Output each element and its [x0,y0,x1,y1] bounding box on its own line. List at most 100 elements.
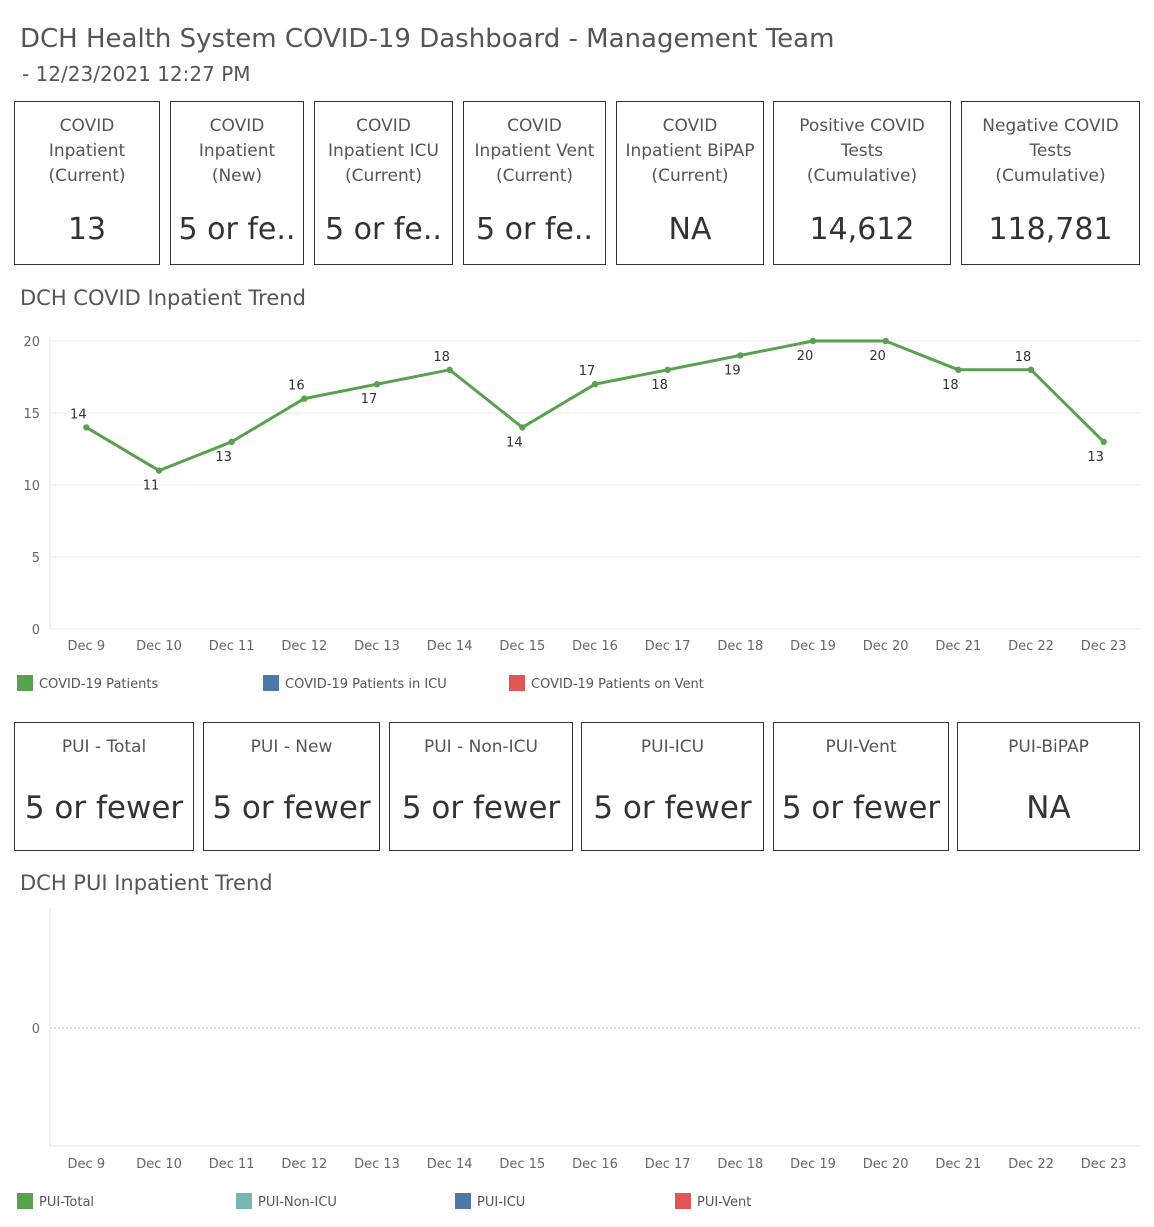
pui-kpi-card: PUI - New 5 or fewer [203,722,380,851]
data-point [591,381,599,388]
x-tick-label: Dec 19 [790,1157,836,1172]
data-point [809,337,817,345]
data-point [1100,438,1107,445]
x-tick-label: Dec 13 [354,639,400,654]
kpi-label: COVID Inpatient Vent (Current) [474,116,595,186]
legend-item: PUI-Total [17,1193,94,1210]
x-tick-label: Dec 14 [427,639,473,654]
data-point [955,366,962,373]
data-point [83,424,90,431]
kpi-card: Positive COVID Tests (Cumulative) 14,612 [773,101,951,265]
legend-label: COVID-19 Patients in ICU [285,677,447,692]
y-tick-label: 5 [32,551,40,566]
x-tick-label: Dec 21 [935,1157,981,1172]
legend-label: PUI-Vent [697,1195,752,1210]
page-title: DCH Health System COVID-19 Dashboard - M… [20,24,835,54]
x-tick-label: Dec 12 [281,1157,327,1172]
data-label: 13 [1087,450,1104,465]
x-tick-label: Dec 18 [717,639,763,654]
data-label: 17 [579,364,596,379]
y-tick-label: 15 [23,407,40,422]
x-tick-label: Dec 11 [209,639,255,654]
legend-swatch [17,675,33,691]
legend-item: COVID-19 Patients in ICU [263,675,447,692]
kpi-value: 5 or fewer [781,790,941,826]
kpi-value: 5 or fe.. [178,212,296,247]
data-point [155,467,163,474]
kpi-value: 14,612 [809,212,915,247]
x-tick-label: Dec 15 [499,639,545,654]
x-tick-label: Dec 17 [645,639,691,654]
x-tick-label: Dec 17 [645,1157,691,1172]
covid-trend-title: DCH COVID Inpatient Trend [20,286,306,310]
data-label: 11 [143,479,160,494]
legend-item: PUI-Non-ICU [236,1193,337,1210]
data-point [1027,366,1035,373]
data-point [882,337,889,345]
data-point [228,438,235,445]
x-tick-label: Dec 21 [935,639,981,654]
kpi-value: 5 or fewer [24,790,184,826]
x-tick-label: Dec 10 [136,1157,182,1172]
data-label: 18 [433,350,450,365]
data-label: 18 [1015,350,1032,365]
data-point [519,424,526,431]
x-tick-label: Dec 9 [68,639,106,654]
x-tick-label: Dec 10 [136,639,182,654]
pui-kpi-card: PUI - Non-ICU 5 or fewer [389,722,573,851]
kpi-label: PUI - Total [61,737,147,757]
x-tick-label: Dec 19 [790,639,836,654]
x-tick-label: Dec 16 [572,1157,618,1172]
data-label: 17 [361,392,378,407]
x-tick-label: Dec 18 [717,1157,763,1172]
legend-item: PUI-Vent [675,1193,751,1210]
pui-inpatient-trend-chart: 0 Dec 9 Dec 10 Dec 11 Dec 12 Dec 13 Dec 14 Dec … [32,908,1140,1172]
legend-label: PUI-ICU [477,1195,526,1210]
x-tick-label: Dec 16 [572,639,618,654]
kpi-card: COVID Inpatient BiPAP (Current) NA [616,101,764,265]
kpi-value: 118,781 [988,212,1113,247]
legend-swatch [17,1193,33,1209]
data-point [664,366,671,373]
pui-kpi-card: PUI-ICU 5 or fewer [581,722,764,851]
legend-swatch [675,1193,691,1209]
data-label: 14 [70,407,87,422]
x-tick-label: Dec 22 [1008,1157,1054,1172]
kpi-value: 5 or fe.. [325,212,442,247]
y-tick-label: 10 [23,479,40,494]
y-tick-label: 20 [23,335,40,350]
kpi-card: COVID Inpatient Vent (Current) 5 or fe.. [463,101,606,265]
x-tick-label: Dec 15 [499,1157,545,1172]
x-tick-label: Dec 23 [1081,1157,1127,1172]
kpi-value: NA [668,212,712,247]
data-point [301,395,308,402]
pui-kpi-card: PUI-BiPAP NA [957,722,1140,851]
kpi-label: COVID Inpatient ICU (Current) [327,116,439,186]
legend-label: PUI-Non-ICU [258,1195,337,1210]
kpi-label: COVID Inpatient BiPAP (Current) [625,116,755,186]
data-label: 13 [215,450,232,465]
kpi-label: PUI - Non-ICU [423,737,538,757]
x-tick-label: Dec 22 [1008,639,1054,654]
x-tick-label: Dec 13 [354,1157,400,1172]
kpi-value: NA [1026,790,1071,826]
pui-trend-title: DCH PUI Inpatient Trend [20,871,273,895]
legend-swatch [236,1193,252,1209]
x-tick-label: Dec 20 [863,639,909,654]
x-tick-label: Dec 9 [68,1157,106,1172]
series-line [85,339,1105,473]
data-label: 16 [288,379,305,394]
kpi-label: PUI-Vent [825,737,897,757]
legend-item: COVID-19 Patients on Vent [509,675,704,692]
kpi-label: PUI-ICU [640,737,705,757]
kpi-card: Negative COVID Tests (Cumulative) 118,781 [961,101,1140,265]
kpi-label: Positive COVID Tests (Cumulative) [799,116,925,186]
kpi-value: 5 or fewer [401,790,561,826]
kpi-label: Negative COVID Tests (Cumulative) [982,116,1119,186]
x-tick-label: Dec 23 [1081,639,1127,654]
y-tick-label: 0 [32,623,40,638]
kpi-value: 13 [67,212,107,247]
data-label: 18 [651,378,668,393]
data-label: 20 [869,349,886,364]
kpi-label: PUI - New [250,737,333,757]
